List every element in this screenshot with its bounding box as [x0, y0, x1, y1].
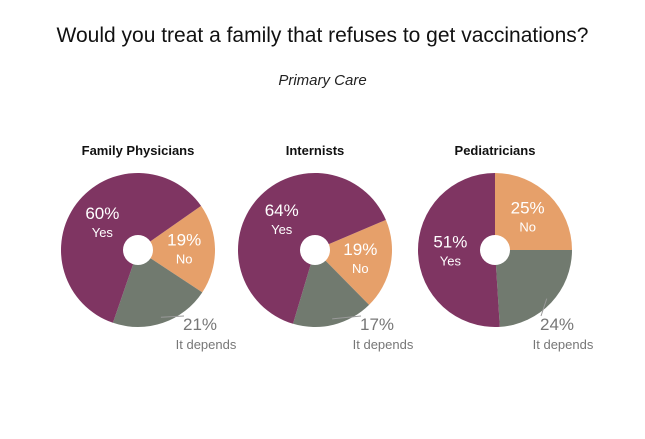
no-text-label: No [352, 261, 369, 276]
no-text-label: No [519, 219, 536, 234]
depends-percent-label: 17% [360, 315, 394, 334]
pie-center-hole [300, 235, 330, 265]
panel-title: Family Physicians [82, 143, 195, 158]
pie-slice-yes [418, 173, 500, 327]
no-percent-label: 19% [343, 240, 377, 259]
yes-percent-label: 64% [265, 201, 299, 220]
depends-leader-line [540, 298, 548, 317]
panel-title: Pediatricians [455, 143, 536, 158]
pie-slice-no [495, 173, 572, 250]
depends-percent-label: 24% [540, 315, 574, 334]
yes-text-label: Yes [440, 253, 462, 268]
depends-leader-line [332, 315, 362, 320]
depends-leader-line [160, 315, 185, 318]
depends-text-label: It depends [176, 337, 237, 352]
pie-slice-depends [112, 250, 203, 327]
pie-slice-depends [495, 250, 572, 327]
yes-text-label: Yes [92, 225, 114, 240]
pie-center-hole [480, 235, 510, 265]
pie-center-hole [123, 235, 153, 265]
pie-slice-no [138, 205, 215, 293]
depends-text-label: It depends [353, 337, 414, 352]
depends-percent-label: 21% [183, 315, 217, 334]
pie-slice-depends [293, 250, 370, 327]
no-percent-label: 25% [511, 198, 545, 217]
no-percent-label: 19% [167, 230, 201, 249]
yes-percent-label: 60% [85, 204, 119, 223]
chart-title: Would you treat a family that refuses to… [56, 24, 589, 47]
panel-title: Internists [286, 143, 345, 158]
no-text-label: No [176, 251, 193, 266]
yes-text-label: Yes [271, 222, 293, 237]
chart-subtitle: Primary Care [278, 72, 367, 89]
yes-percent-label: 51% [433, 232, 467, 251]
pie-slice-no [315, 219, 393, 305]
depends-text-label: It depends [533, 337, 594, 352]
